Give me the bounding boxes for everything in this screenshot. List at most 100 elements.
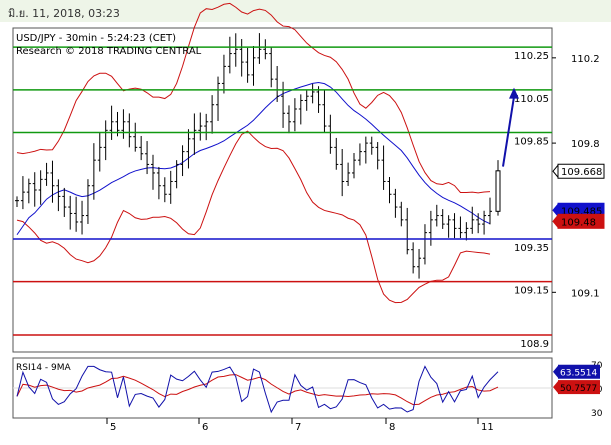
candle <box>121 109 126 139</box>
candle <box>145 141 150 175</box>
candle <box>346 162 351 186</box>
candle <box>68 195 73 230</box>
candle <box>375 142 380 170</box>
price-axis: 110.2 109.8 109.1 <box>552 54 600 299</box>
candle <box>417 248 422 279</box>
candle <box>109 105 114 140</box>
x-tick-label: 7 <box>295 422 301 433</box>
rsi-tick-label: 30 <box>591 409 603 419</box>
lower-band <box>16 130 491 304</box>
candle <box>221 54 226 94</box>
level-label: 110.25 <box>514 51 549 62</box>
candle <box>476 213 481 234</box>
candle <box>127 113 132 148</box>
candle <box>26 178 31 204</box>
candle <box>316 86 321 113</box>
candle <box>381 145 386 190</box>
price-marker: 109.48 <box>552 213 605 229</box>
candle <box>150 154 155 190</box>
candle <box>233 33 238 67</box>
candle <box>227 36 232 74</box>
x-tick-label: 5 <box>110 422 116 433</box>
candle <box>428 210 433 246</box>
candle <box>156 166 161 200</box>
price-marker: 109.668 <box>552 163 605 179</box>
candle <box>56 179 61 212</box>
candle <box>198 112 203 141</box>
ma-line <box>16 82 491 236</box>
x-tick-label: 8 <box>389 422 395 433</box>
candle <box>32 172 37 207</box>
candle <box>405 207 410 255</box>
level-label: 109.85 <box>514 136 549 147</box>
candle <box>85 179 90 224</box>
svg-text:50.7577: 50.7577 <box>560 384 597 394</box>
y-tick-label: 109.8 <box>571 139 600 150</box>
candle <box>298 94 303 125</box>
rsi-label: RSI14 - 9MA <box>16 363 72 373</box>
candle <box>20 176 25 210</box>
candle <box>482 210 487 235</box>
candle <box>352 153 357 179</box>
candle <box>192 113 197 155</box>
rsi-line <box>16 365 499 414</box>
candle <box>44 162 49 186</box>
candle <box>62 187 67 217</box>
candle <box>239 39 244 77</box>
y-tick-label: 110.2 <box>571 54 600 65</box>
moving-average <box>16 82 491 236</box>
candle <box>80 200 85 235</box>
candle <box>286 105 291 134</box>
candle <box>310 83 315 104</box>
candle <box>245 48 250 83</box>
candle <box>464 222 469 241</box>
candle <box>393 188 398 218</box>
upper-band <box>16 2 491 194</box>
candle <box>97 132 102 172</box>
timestamp-bar: มิ.ย. 11, 2018, 03:23 <box>0 0 611 22</box>
research-label: Research © 2018 TRADING CENTRAL <box>16 46 202 57</box>
candle <box>180 145 185 177</box>
candle <box>204 113 209 141</box>
candle <box>275 66 280 102</box>
level-lines: 110.25 110.05 109.85 109.35 109.15 108.9 <box>13 46 552 350</box>
level-label: 108.9 <box>520 339 549 350</box>
instrument-title: USD/JPY - 30min - 5:24:23 (CET) <box>16 33 176 44</box>
price-pane <box>12 27 553 353</box>
candle <box>458 216 463 239</box>
candle <box>334 137 339 170</box>
timestamp: มิ.ย. 11, 2018, 03:23 <box>8 7 120 20</box>
candle <box>186 129 191 169</box>
candle <box>139 135 144 161</box>
candle <box>292 98 297 132</box>
candle <box>133 122 138 152</box>
candle <box>251 45 256 86</box>
candle <box>38 170 43 205</box>
level-label: 110.05 <box>514 94 549 105</box>
candle <box>15 196 19 208</box>
candle <box>257 33 262 64</box>
candle <box>357 143 362 166</box>
candle <box>168 170 173 204</box>
candle <box>340 148 345 197</box>
candle <box>263 39 268 60</box>
candle <box>174 160 179 189</box>
arrow-head <box>509 87 519 99</box>
candle <box>363 136 368 164</box>
candlesticks <box>15 33 501 279</box>
candle <box>470 206 475 234</box>
rsi-marker: 50.7577 <box>553 380 600 395</box>
level-label: 109.35 <box>514 243 549 254</box>
svg-text:63.5514: 63.5514 <box>560 369 597 379</box>
y-tick-label: 109.1 <box>571 288 600 299</box>
forecast-arrow <box>502 87 519 167</box>
candle <box>210 95 215 134</box>
candle <box>488 197 492 225</box>
candle <box>91 143 96 200</box>
candle <box>328 114 333 154</box>
x-tick-label: 11 <box>481 422 494 433</box>
